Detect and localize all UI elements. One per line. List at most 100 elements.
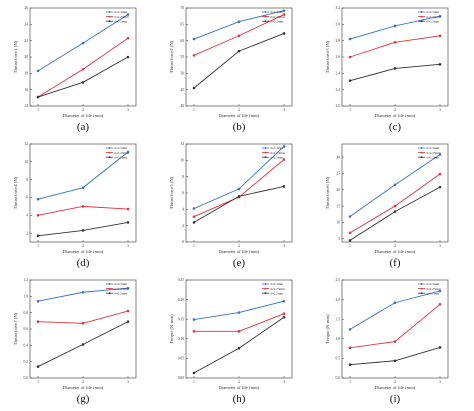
- data-point: [192, 330, 196, 333]
- data-point: [348, 346, 352, 350]
- data-point: [81, 229, 85, 232]
- x-tick-label: 1: [37, 380, 39, 384]
- y-tick-label: 0.00: [178, 376, 184, 380]
- chart-svg: 0.00 0.05 0.10 0.15 0.20 0.25 1 2 3 Diameter of f…: [169, 278, 293, 390]
- x-tick-label: 2: [238, 380, 240, 384]
- x-tick-label: 3: [283, 108, 285, 112]
- data-point: [393, 183, 397, 187]
- series-line-3: [193, 316, 285, 374]
- x-tick-label: 3: [283, 244, 285, 248]
- data-point: [81, 41, 85, 45]
- data-point: [282, 158, 286, 161]
- data-point: [438, 346, 442, 349]
- x-axis-label: Diameter of file (mm): [375, 113, 416, 118]
- legend-marker: [108, 151, 111, 154]
- data-point: [393, 301, 397, 305]
- legend-label: d=0.2mm: [114, 155, 127, 159]
- x-tick-label: 2: [82, 380, 84, 384]
- y-tick-label: 12: [24, 142, 28, 146]
- data-point: [438, 289, 442, 293]
- legend-label: d=0.2mm: [270, 19, 283, 23]
- data-point: [348, 328, 352, 331]
- legend-label: d=0.25mm: [426, 151, 441, 155]
- y-tick-label: 0.5: [336, 357, 341, 361]
- x-tick-label: 1: [37, 244, 39, 248]
- legend-marker: [420, 287, 423, 290]
- data-point: [36, 365, 40, 368]
- legend-marker: [264, 147, 267, 149]
- series-line-3: [349, 63, 441, 82]
- y-tick-label: 0.2: [24, 360, 29, 364]
- y-tick-label: 18: [24, 72, 28, 76]
- y-tick-label: 16: [24, 88, 28, 92]
- y-tick-label: 0.8: [24, 311, 29, 315]
- x-axis-label: Diameter of file (mm): [63, 385, 104, 390]
- data-point: [126, 309, 130, 313]
- legend-label: d=0.2mm: [426, 291, 439, 295]
- data-point: [282, 299, 286, 303]
- y-tick-label: 2.0: [336, 298, 341, 302]
- y-tick-label: 6: [182, 191, 184, 195]
- data-point: [126, 221, 130, 224]
- y-tick-label: 5: [338, 237, 340, 241]
- data-point: [393, 67, 397, 70]
- x-tick-label: 2: [394, 108, 396, 112]
- series-line-3: [193, 186, 285, 223]
- x-tick-label: 1: [193, 380, 195, 384]
- y-tick-label: 0.10: [178, 337, 184, 341]
- data-point: [36, 95, 40, 99]
- legend-marker: [420, 151, 423, 154]
- y-tick-label: 8: [182, 175, 184, 179]
- data-point: [282, 9, 286, 12]
- x-axis-label: Diameter of file (mm): [375, 249, 416, 254]
- data-point: [126, 320, 130, 323]
- y-axis-label: Thrust force5 (N): [169, 176, 174, 209]
- y-axis-label: Torque (N·mm): [169, 314, 174, 344]
- y-axis-label: Thrust force6 (N): [325, 176, 330, 209]
- data-point: [282, 13, 286, 16]
- legend-label: d=0.3mm: [270, 146, 283, 150]
- y-tick-label: 2: [182, 224, 184, 228]
- data-point: [126, 150, 130, 154]
- data-point: [81, 343, 85, 346]
- legend-label: d=0.25mm: [114, 15, 129, 19]
- series-line-1: [349, 290, 441, 330]
- panel-label: (a): [76, 121, 90, 133]
- data-point: [81, 81, 85, 84]
- chart-panel-a: 14 16 18 20 22 24 26 1 2 3 Diameter of file (mm) Th…: [8, 2, 158, 138]
- data-point: [348, 55, 352, 59]
- y-tick-label: 4: [26, 213, 28, 217]
- y-tick-label: 20: [336, 188, 340, 192]
- y-tick-label: 0.15: [178, 317, 184, 321]
- panel-label: (h): [232, 393, 246, 405]
- legend-marker: [420, 156, 423, 159]
- y-tick-label: 2.6: [336, 55, 341, 59]
- legend-label: d=0.2mm: [270, 155, 283, 159]
- y-tick-label: 15: [336, 204, 340, 208]
- y-axis-label: Thrust force3 (N): [325, 40, 330, 73]
- chart-panel-h: 0.00 0.05 0.10 0.15 0.20 0.25 1 2 3 Diameter of f…: [164, 274, 314, 410]
- y-tick-label: 0: [182, 240, 184, 244]
- y-tick-label: 1.2: [24, 278, 29, 282]
- legend-marker: [264, 151, 267, 154]
- y-tick-label: 0.05: [178, 357, 184, 361]
- y-tick-label: 0.20: [178, 298, 184, 302]
- legend-label: d=0.25mm: [270, 151, 285, 155]
- legend-label: d=0.25mm: [270, 15, 285, 19]
- y-tick-label: 12: [180, 142, 184, 146]
- legend-marker: [420, 283, 423, 285]
- chart-panel-e: 0 2 4 6 8 10 12 1 2 3 Diameter of file (mm) Thrust …: [164, 138, 314, 274]
- x-tick-label: 3: [439, 380, 441, 384]
- data-point: [81, 290, 85, 294]
- data-point: [393, 210, 397, 213]
- data-point: [348, 239, 352, 242]
- series-line-2: [349, 35, 441, 58]
- data-point: [237, 187, 241, 191]
- y-tick-label: 0.6: [24, 327, 29, 331]
- data-point: [282, 312, 286, 316]
- chart-panel-d: 2 4 6 8 10 12 1 2 3 Diameter of file (mm) Thrust f…: [8, 138, 158, 274]
- legend-marker: [108, 292, 111, 295]
- chart-svg: 0.0 0.2 0.4 0.6 0.8 1.0 1.2 1 2 3 Diameter of file…: [13, 278, 137, 390]
- legend-marker: [264, 292, 267, 295]
- x-tick-label: 3: [439, 108, 441, 112]
